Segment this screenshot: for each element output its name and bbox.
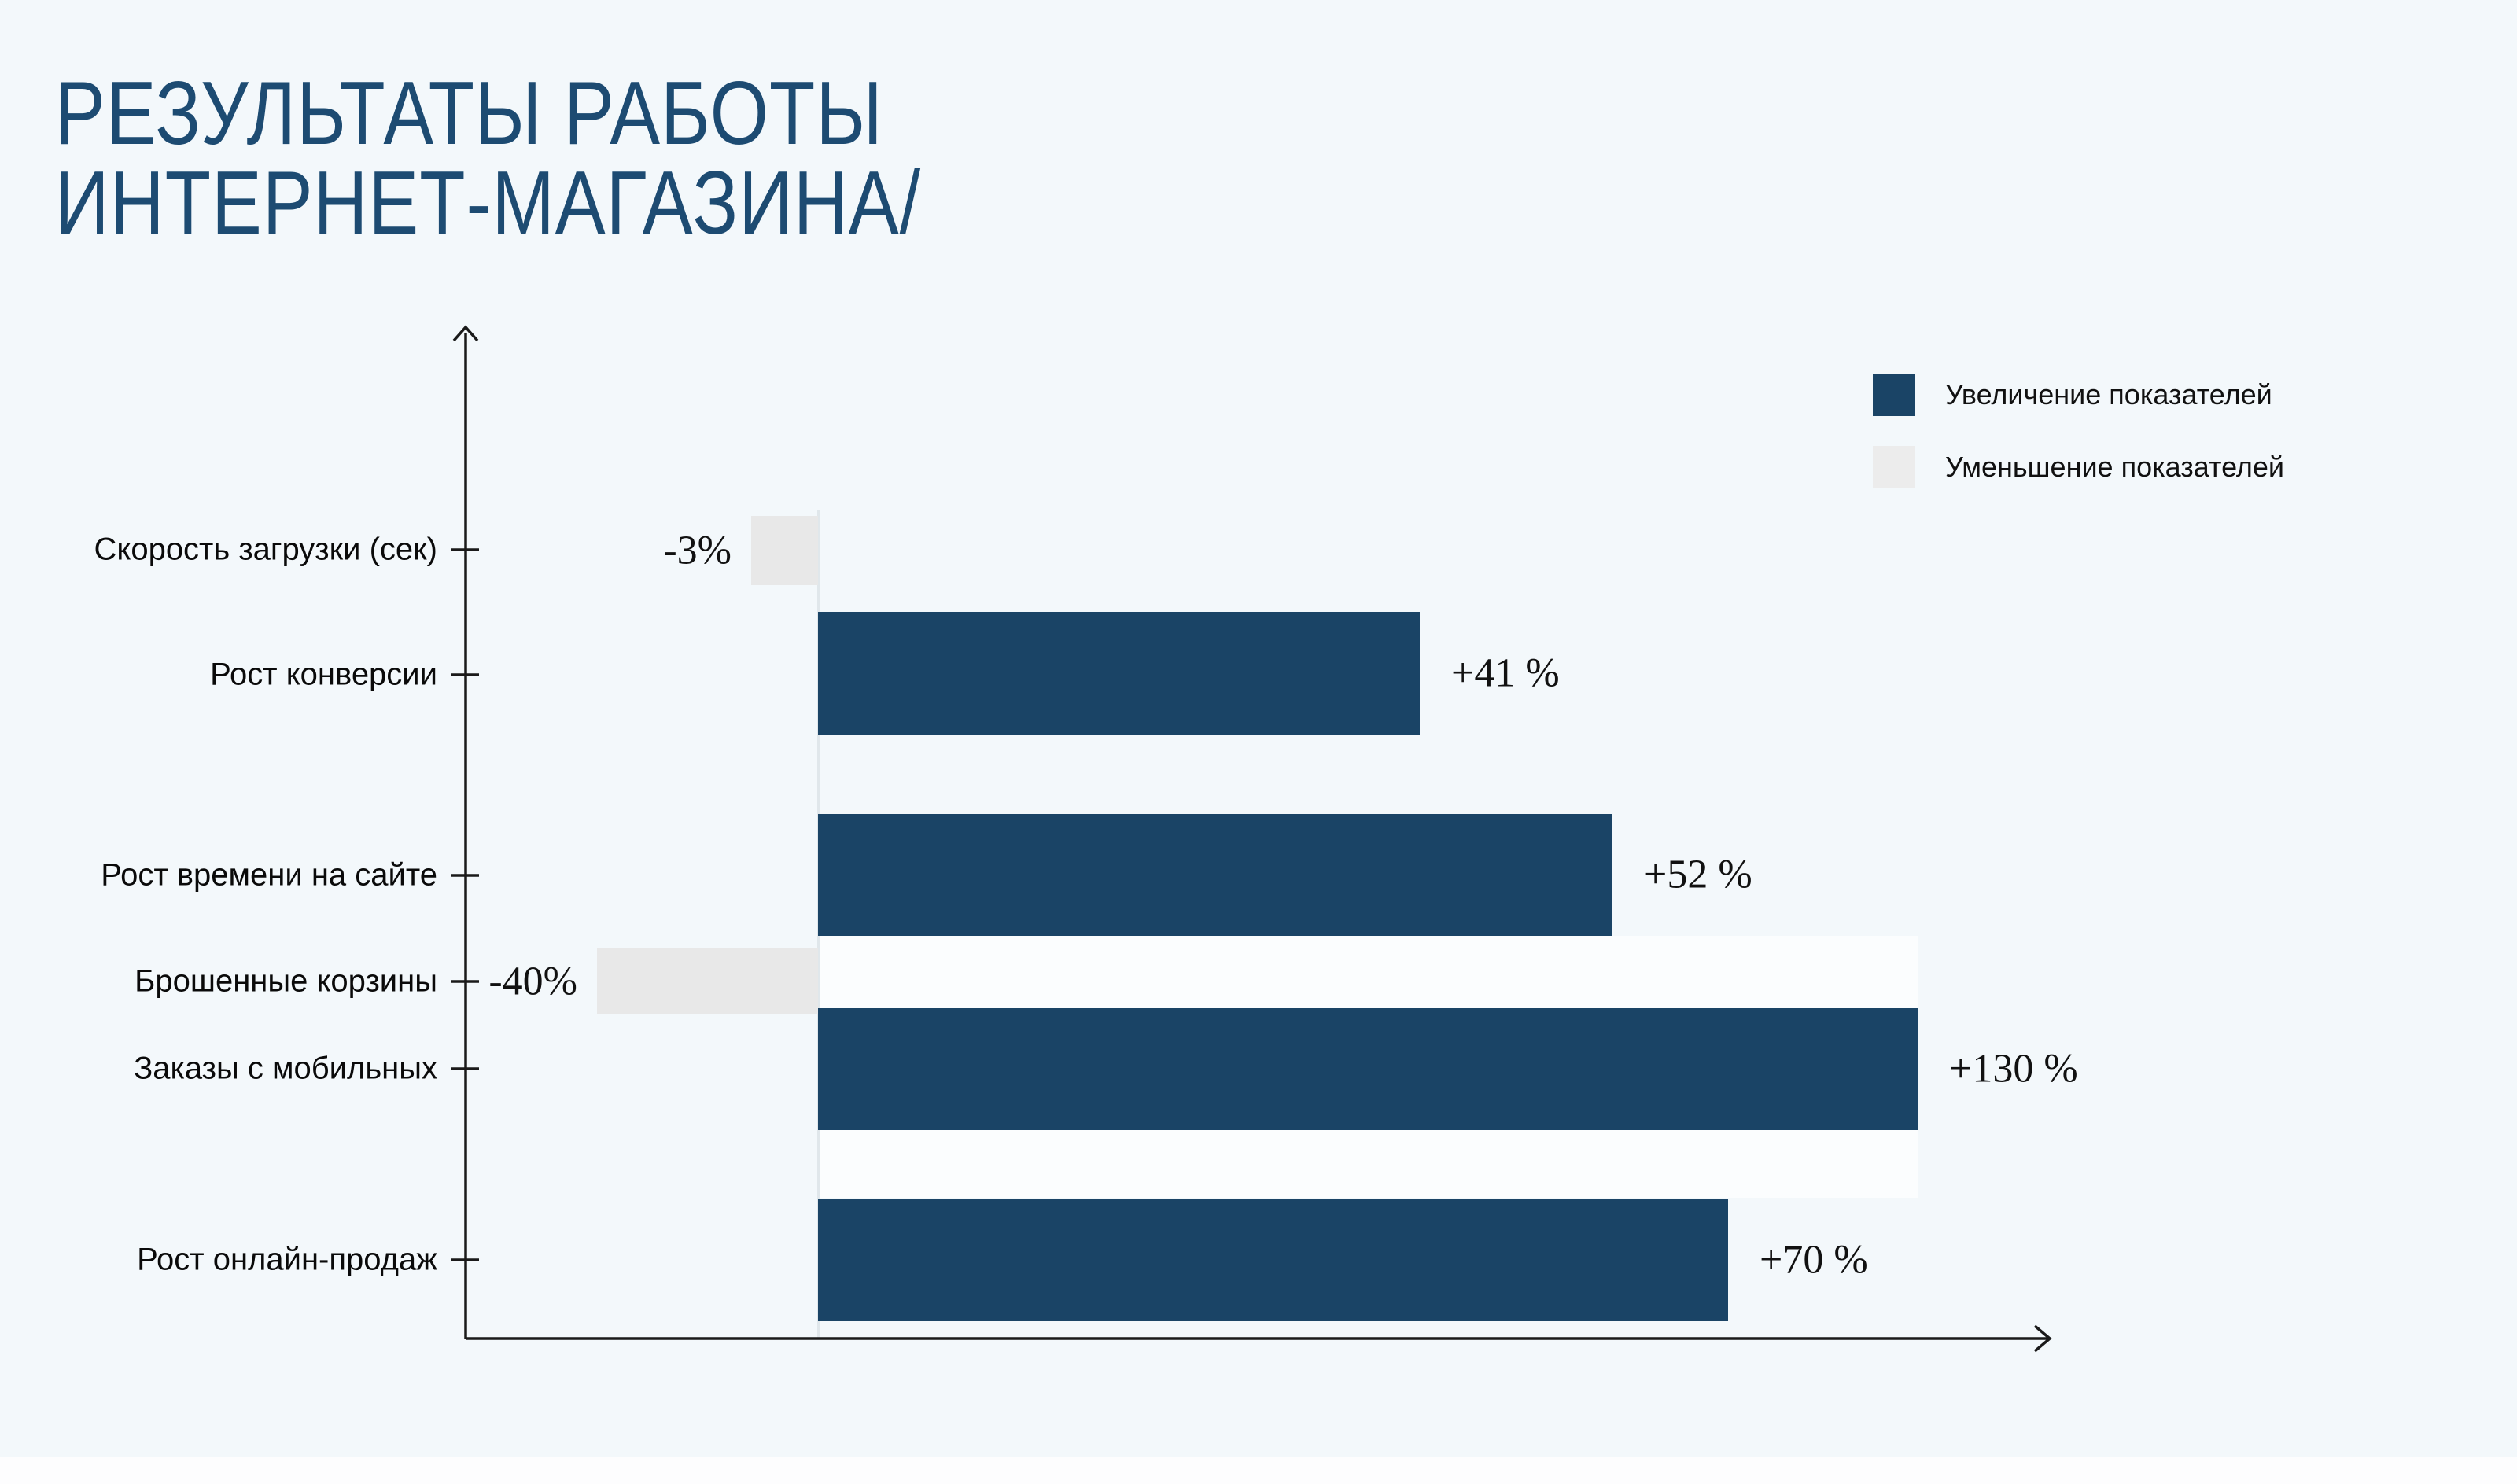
- bar-loading-speed: [751, 516, 818, 585]
- legend-item-increase: Увеличение показателей: [1873, 374, 2284, 416]
- bar-conversion-growth: [818, 612, 1420, 735]
- bar-abandoned-carts: [597, 948, 818, 1014]
- legend-item-decrease: Уменьшение показателей: [1873, 446, 2284, 488]
- value-label-time-on-site: +52 %: [1644, 852, 1752, 897]
- legend-label-increase: Увеличение показателей: [1945, 378, 2272, 411]
- value-label-conversion-growth: +41 %: [1451, 650, 1560, 696]
- legend-swatch-decrease: [1873, 446, 1915, 488]
- page-title-line1: РЕЗУЛЬТАТЫ РАБОТЫ: [55, 64, 883, 164]
- category-label-time-on-site: Рост времени на сайте: [101, 857, 437, 893]
- bar-time-on-site: [818, 814, 1612, 936]
- plot-backdrop-band: [818, 1130, 1918, 1198]
- page-title-line2: ИНТЕРНЕТ-МАГАЗИНА/: [55, 153, 921, 253]
- y-axis-arrow-icon: [452, 325, 479, 342]
- category-label-abandoned-carts: Брошенные корзины: [135, 963, 437, 999]
- value-label-online-sales-growth: +70 %: [1760, 1237, 1868, 1283]
- value-label-mobile-orders: +130 %: [1949, 1046, 2078, 1092]
- category-label-mobile-orders: Заказы с мобильных: [134, 1051, 437, 1086]
- category-label-conversion-growth: Рост конверсии: [210, 657, 437, 692]
- category-label-online-sales-growth: Рост онлайн-продаж: [137, 1242, 437, 1277]
- page-title: РЕЗУЛЬТАТЫ РАБОТЫ ИНТЕРНЕТ-МАГАЗИНА/: [55, 69, 921, 249]
- legend-swatch-increase: [1873, 374, 1915, 416]
- legend: Увеличение показателей Уменьшение показа…: [1873, 374, 2284, 488]
- bar-online-sales-growth: [818, 1199, 1728, 1321]
- bar-mobile-orders: [818, 1008, 1918, 1130]
- value-label-abandoned-carts: -40%: [488, 959, 577, 1004]
- bottom-strip: [0, 1457, 2517, 1484]
- plot-backdrop-band: [818, 936, 1918, 1008]
- legend-label-decrease: Уменьшение показателей: [1945, 451, 2285, 483]
- value-label-loading-speed: -3%: [663, 528, 732, 573]
- category-label-loading-speed: Скорость загрузки (сек): [94, 532, 437, 567]
- x-axis-arrow-icon: [2033, 1324, 2052, 1353]
